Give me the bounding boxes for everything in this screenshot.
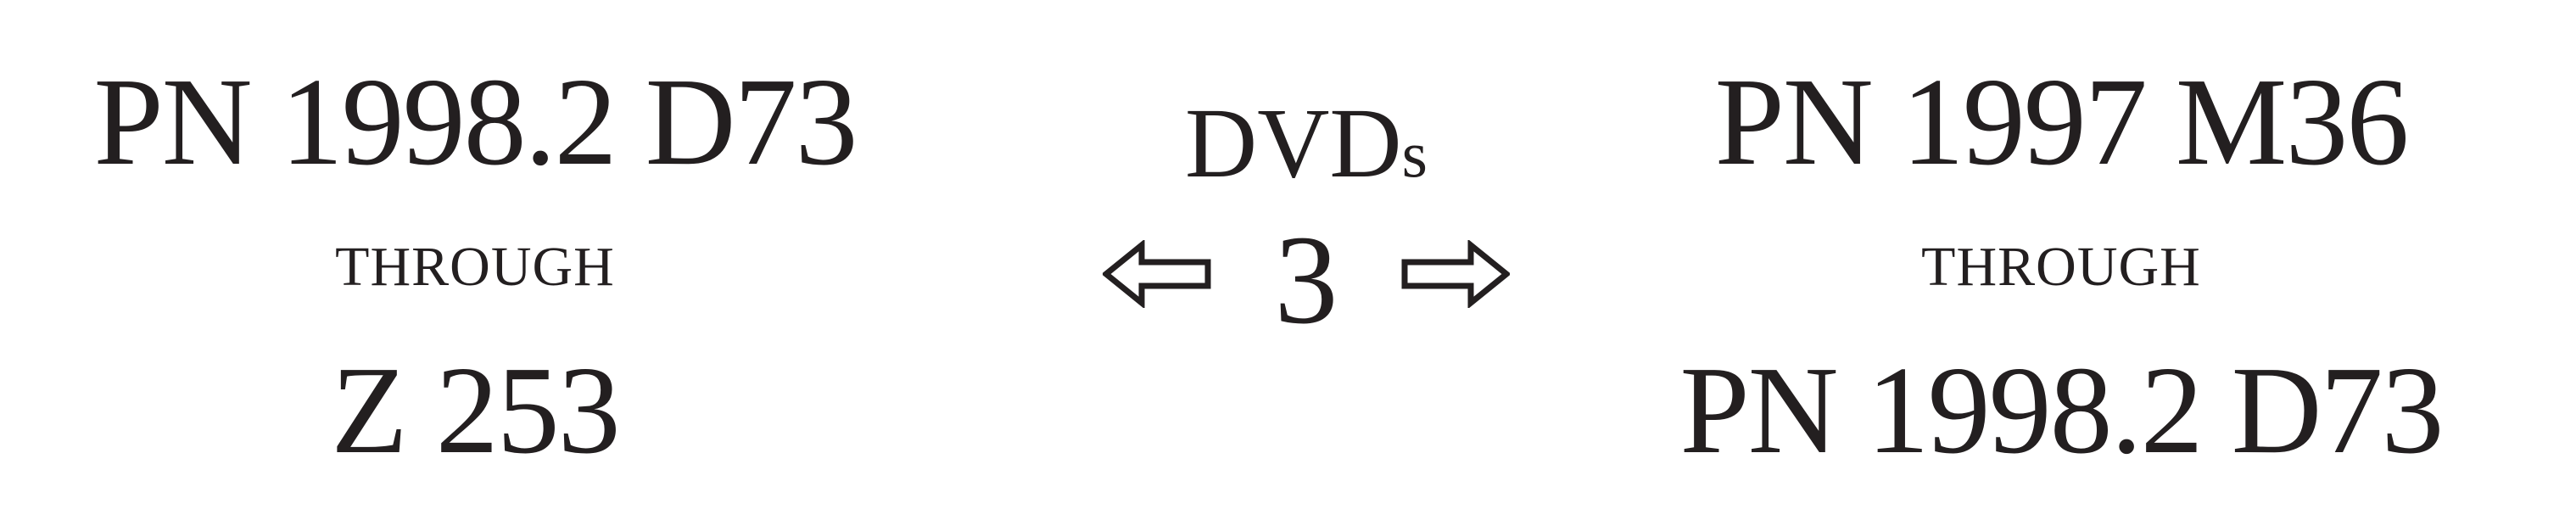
shelf-count: 3 <box>1274 210 1338 350</box>
right-range-start: PN 1997 M36 <box>1714 53 2410 192</box>
hollow-right-arrow-icon <box>1401 240 1510 308</box>
left-range-end: Z 253 <box>331 341 620 480</box>
media-label-main: DVD <box>1184 87 1402 199</box>
right-range-end: PN 1998.2 D73 <box>1679 341 2444 480</box>
hollow-left-arrow-icon <box>1103 240 1211 308</box>
left-range-start: PN 1998.2 D73 <box>93 53 858 192</box>
left-range-through: THROUGH <box>335 236 615 298</box>
center-shelf-marker: DVDs 3 <box>1086 0 1527 509</box>
right-range-through: THROUGH <box>1921 236 2201 298</box>
media-label: DVDs <box>1086 93 1527 193</box>
direction-row: 3 <box>1086 216 1527 344</box>
right-call-number-range: PN 1997 M36 THROUGH PN 1998.2 D73 <box>1662 0 2460 509</box>
left-call-number-range: PN 1998.2 D73 THROUGH Z 253 <box>85 0 865 509</box>
media-label-suffix: s <box>1401 117 1428 191</box>
